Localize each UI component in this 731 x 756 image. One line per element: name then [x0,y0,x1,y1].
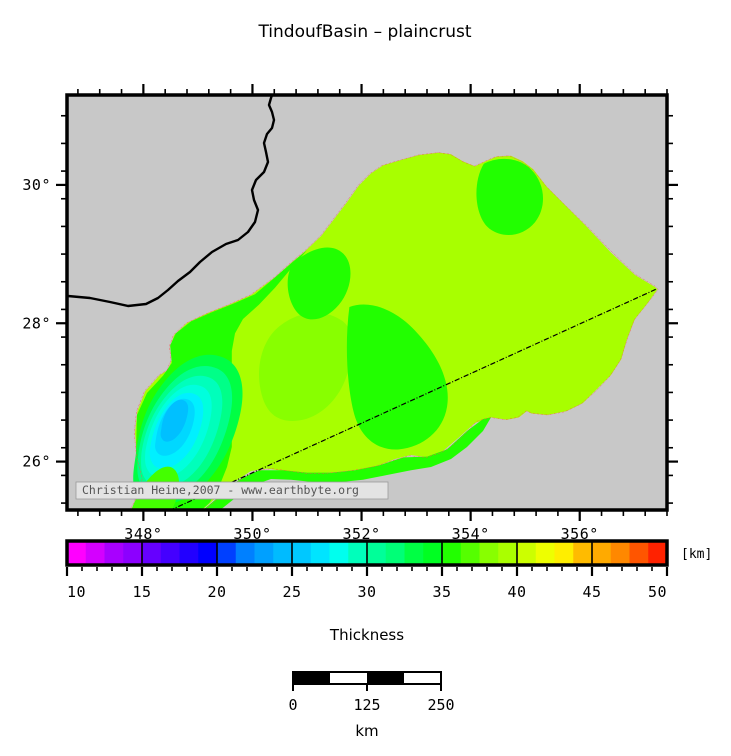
colorbar-swatch [479,541,499,565]
x-axis-tick-label: 348° [124,525,162,543]
x-axis-tick-label: 354° [452,525,490,543]
scale-bar: 0 125 250 km [288,671,455,740]
colorbar-tick-label: 20 [207,583,226,601]
colorbar-swatch [385,541,406,565]
scale-bar-segment [330,672,367,684]
scale-bar-unit: km [355,722,378,740]
thickness-region-central-bulge [346,304,448,450]
colorbar-swatch [235,541,256,565]
colorbar-tick-label: 40 [507,583,526,601]
colorbar-swatch [404,541,424,565]
colorbar-swatch [573,541,593,565]
scale-bar-ticks [292,684,442,691]
thickness-field [131,152,658,510]
colorbar-swatch [254,541,274,565]
colorbar-swatch [67,541,87,565]
colorbar-tick-label: 10 [67,583,86,601]
colorbar-swatch [460,541,481,565]
y-axis-tick-label: 30° [22,176,51,194]
colorbar-swatch [123,541,143,565]
colorbar-tick-label: 25 [282,583,301,601]
scale-bar-segment [404,672,441,684]
colorbar-swatch [517,541,537,565]
colorbar[interactable]: 10 15 20 25 30 35 40 45 50 [km] Thickness [65,539,712,644]
basin-outline [129,152,659,510]
thickness-region-southwest-lobe [133,354,243,505]
coastline [67,95,276,308]
colorbar-swatch [142,541,162,565]
colorbar-swatch [648,541,668,565]
scale-bar-labels: 0 125 250 [288,696,454,714]
page-title: TindoufBasin – plaincrust [257,22,471,42]
y-axis-tick-label: 28° [22,314,51,332]
colorbar-swatch [348,541,368,565]
colorbar-tick-label: 45 [582,583,601,601]
colorbar-swatch [367,541,387,565]
thickness-region-central-high [259,312,353,421]
colorbar-swatch [329,541,349,565]
colorbar-swatch [423,541,443,565]
colorbar-tick-labels: 10 15 20 25 30 35 40 45 50 [67,583,667,601]
colorbar-swatch [160,541,181,565]
colorbar-swatch [498,541,518,565]
colorbar-dividers [141,541,593,565]
scale-bar-tick-label: 0 [288,696,297,714]
colorbar-swatch [310,541,331,565]
attribution-background [75,481,389,500]
colorbar-swatch [592,541,612,565]
scale-bar-tick-label: 125 [353,696,380,714]
thickness-region-northwest-arm [287,247,351,320]
attribution: Christian Heine,2007 - www.earthbyte.org [75,481,389,500]
map-panel: Christian Heine,2007 - www.earthbyte.org… [22,84,678,543]
x-axis-tick-label: 352° [342,525,380,543]
colorbar-tick-label: 30 [357,583,376,601]
map-frame [65,93,669,512]
map-axis-ticks [56,84,678,521]
attribution-text: Christian Heine,2007 - www.earthbyte.org [82,483,359,497]
y-axis-tick-label: 26° [22,453,51,471]
colorbar-unit-label: [km] [681,547,712,562]
colorbar-caption: Thickness [329,626,404,644]
colorbar-swatch [535,541,556,565]
colorbar-swatch [442,541,462,565]
scale-bar-segments [293,672,441,684]
colorbar-swatch [610,541,631,565]
colorbar-swatch [273,541,293,565]
x-axis-labels: 348° 350° 352° 354° 356° [124,525,598,543]
scale-bar-tick-label: 250 [427,696,454,714]
x-axis-tick-label: 356° [561,525,599,543]
colorbar-swatch [104,541,124,565]
x-axis-tick-label: 350° [233,525,271,543]
colorbar-swatch [629,541,649,565]
colorbar-swatch [198,541,218,565]
scale-bar-segment [367,672,404,684]
map-content: Christian Heine,2007 - www.earthbyte.org [67,95,659,510]
colorbar-tick-label: 35 [432,583,451,601]
colorbar-swatch [85,541,106,565]
colorbar-tick-label: 50 [648,583,667,601]
colorbar-swatch [292,541,312,565]
thickness-region-northeast-patch [476,158,544,235]
y-axis-labels: 30° 28° 26° [22,176,51,471]
colorbar-swatch [179,541,199,565]
scale-bar-segment [293,672,330,684]
colorbar-ticks [65,567,669,576]
colorbar-tick-label: 15 [132,583,151,601]
colorbar-swatch [554,541,574,565]
thickness-region-central-basin [203,417,492,510]
colorbar-swatch [217,541,237,565]
colorbar-swatches [67,541,668,565]
